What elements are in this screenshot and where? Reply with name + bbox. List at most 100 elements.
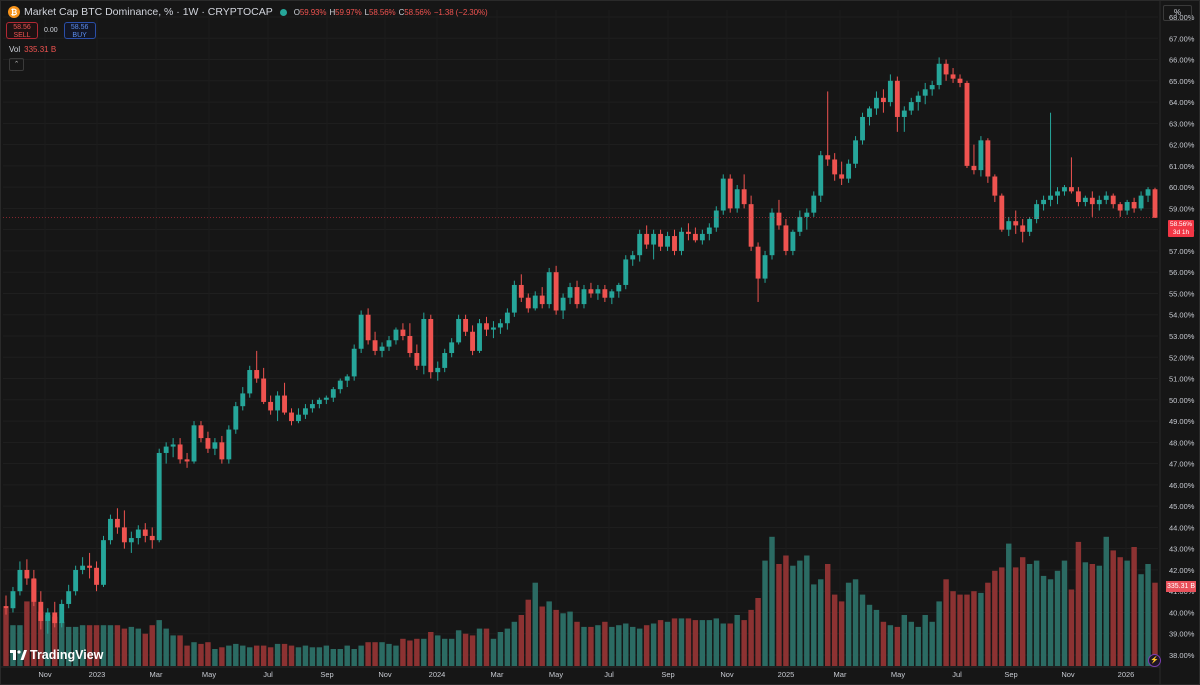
candle-body: [365, 314, 371, 341]
logo-text: TradingView: [30, 648, 104, 662]
y-tick-label: 67.00%: [1169, 34, 1195, 43]
volume-bar: [358, 645, 364, 666]
y-tick-label: 49.00%: [1169, 417, 1195, 426]
x-tick-label: May: [549, 670, 563, 679]
y-tick-label: 56.00%: [1169, 268, 1195, 277]
y-tick-label: 42.00%: [1169, 566, 1195, 575]
volume-bar: [372, 642, 378, 666]
candle-body: [713, 210, 719, 228]
volume-bar: [435, 635, 441, 666]
candle-body: [1145, 189, 1151, 196]
candle-body: [87, 565, 93, 568]
candle-body: [511, 284, 517, 313]
volume-bar: [539, 606, 545, 666]
volume-bar: [706, 620, 713, 666]
candle-body: [1096, 199, 1102, 205]
candle-body: [971, 165, 977, 171]
volume-bar: [630, 626, 636, 666]
price-candles: [3, 57, 1158, 634]
candle-body: [567, 287, 573, 298]
candle-body: [1089, 197, 1095, 205]
volume-bar: [156, 620, 162, 666]
volume-bar: [574, 621, 580, 666]
volume-bar: [1110, 550, 1116, 666]
candle-body: [393, 329, 399, 341]
high-value: 59.97%: [335, 7, 362, 17]
candle-body: [658, 233, 664, 247]
volume-bar: [1075, 541, 1082, 666]
y-tick-label: 45.00%: [1169, 502, 1195, 511]
candle-body: [922, 89, 928, 96]
x-tick-label: Nov: [38, 670, 52, 679]
candle-body: [950, 74, 956, 79]
candle-body: [769, 212, 775, 256]
candle-body: [832, 159, 838, 175]
tradingview-logo[interactable]: TradingView: [10, 648, 103, 662]
volume-bar: [1013, 567, 1019, 666]
candle-body: [337, 380, 343, 390]
candle-body: [679, 231, 684, 251]
buy-button[interactable]: 58.56 BUY: [63, 22, 96, 39]
volume-value: 335.31 B: [24, 45, 57, 54]
candle-body: [268, 401, 274, 411]
y-tick-label: 51.00%: [1169, 375, 1195, 384]
candle-body: [894, 80, 900, 117]
volume-bar: [1006, 543, 1012, 666]
candle-body: [309, 404, 315, 409]
symbol-legend[interactable]: ₿ Market Cap BTC Dominance, % · 1W · CRY…: [8, 6, 491, 18]
volume-bar: [1019, 557, 1026, 666]
axis-unit-button[interactable]: %: [1163, 5, 1192, 21]
collapse-legend-button[interactable]: ⌃: [9, 58, 24, 71]
candle-body: [428, 318, 434, 373]
y-tick-label: 53.00%: [1169, 332, 1195, 341]
candle-body: [602, 289, 608, 298]
volume-legend[interactable]: Vol 335.31 B: [9, 45, 56, 54]
candle-body: [999, 195, 1005, 230]
volume-bar: [3, 608, 9, 666]
y-tick-label: 63.00%: [1169, 119, 1195, 128]
y-tick-label: 38.00%: [1169, 651, 1195, 660]
y-tick-label: 43.00%: [1169, 545, 1195, 554]
candle-body: [421, 318, 427, 366]
volume-bar: [393, 645, 399, 666]
candle-body: [296, 414, 301, 422]
volume-bar: [811, 584, 817, 666]
y-tick-label: 44.00%: [1169, 523, 1195, 532]
volume-bar: [448, 638, 455, 666]
volume-bar: [1131, 547, 1137, 666]
volume-bar: [978, 592, 984, 666]
candle-body: [964, 82, 970, 166]
candle-body: [435, 367, 441, 373]
candle-body: [539, 295, 545, 305]
candle-body: [94, 567, 99, 585]
volume-bar: [149, 625, 155, 666]
candle-body: [908, 102, 914, 111]
candle-body: [818, 155, 824, 196]
volume-bar: [1089, 564, 1096, 666]
x-tick-label: May: [891, 670, 905, 679]
candle-body: [191, 425, 197, 462]
volume-bar: [790, 565, 796, 666]
volume-bar: [734, 615, 740, 666]
candle-body: [532, 295, 538, 309]
volume-bar: [128, 626, 135, 666]
candle-body: [1138, 195, 1144, 209]
buy-price: 58.56: [70, 24, 89, 31]
candle-body: [282, 395, 287, 413]
candle-body: [1062, 187, 1067, 192]
candle-body: [456, 318, 462, 343]
volume-bar: [490, 638, 497, 666]
sell-button[interactable]: 58.56 SELL: [6, 22, 38, 39]
volume-bar: [163, 628, 169, 666]
candle-body: [957, 78, 963, 83]
volume-bar: [929, 621, 935, 666]
flash-icon[interactable]: ⚡: [1148, 654, 1161, 667]
candle-body: [616, 284, 622, 292]
candle-body: [825, 155, 831, 160]
candle-body: [330, 389, 336, 398]
candle-body: [323, 397, 329, 400]
volume-bar: [58, 621, 65, 666]
y-tick-label: 62.00%: [1169, 141, 1195, 150]
candle-body: [184, 459, 190, 462]
